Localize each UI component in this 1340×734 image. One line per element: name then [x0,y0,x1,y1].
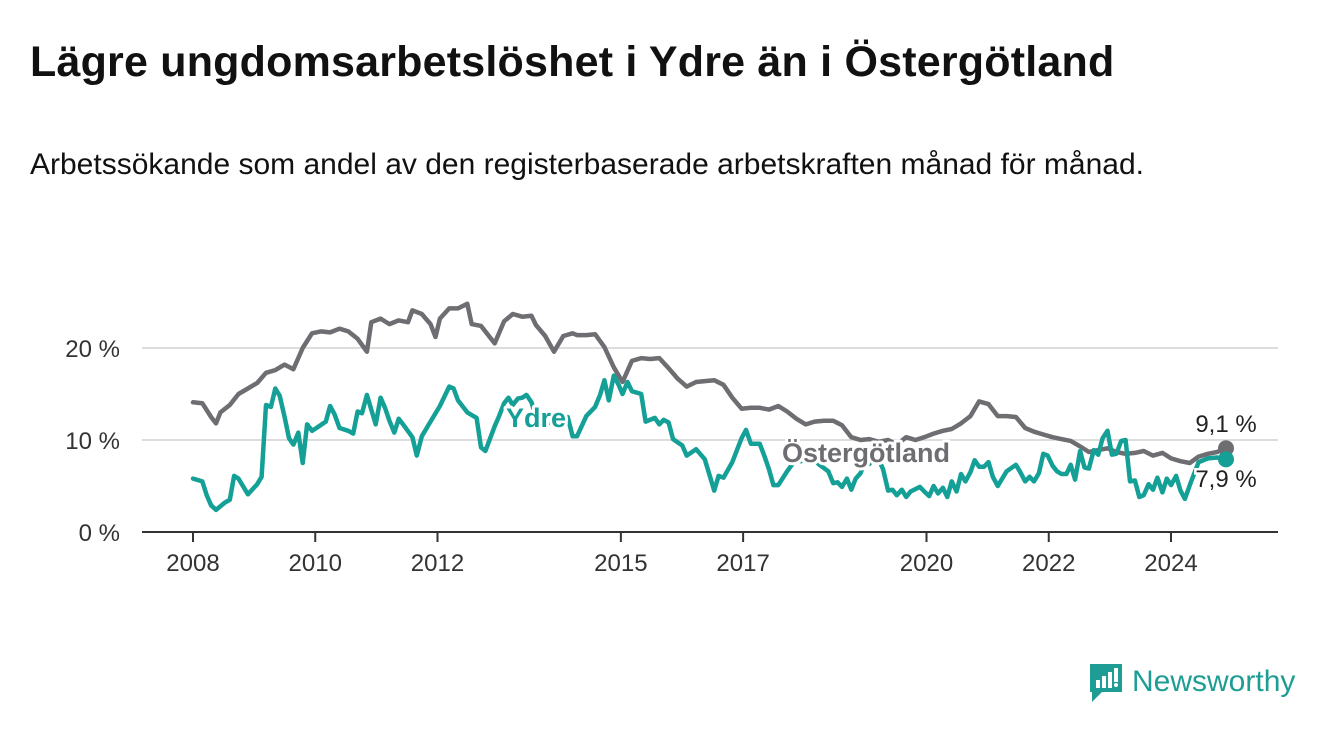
series-label-ostergotland: Östergötland [782,438,950,468]
series-end-point-ydre [1218,451,1234,468]
x-tick-label: 2022 [1022,550,1075,577]
newsworthy-icon [1090,664,1122,702]
series-line-ostergotland [190,301,1229,466]
end-value-label-ydre: 7,9 % [1195,466,1256,493]
x-tick-label: 2010 [289,550,342,577]
x-tick-label: 2020 [900,550,953,577]
label-layer: 0 % 10 % 20 % 2008 2010 2012 2015 2017 2020 2022 2… [65,336,1259,577]
x-tick-label: 2015 [594,550,647,577]
chart-subtitle: Arbetssökande som andel av den registerb… [30,148,1144,181]
y-tick-label: 20 % [65,336,120,363]
x-tick-label: 2017 [716,550,769,577]
brand-logo: Newsworthy [1088,660,1295,704]
series-line-ydre [190,373,1229,513]
page-title: Lägre ungdomsarbetslöshet i Ydre än i Ös… [30,38,1115,86]
series-label-ydre: Ydre [506,403,566,433]
y-tick-label: 0 % [79,520,120,547]
end-value-label-ostergotland: 9,1 % [1195,411,1256,438]
series-end-point-ostergotland [1218,440,1234,457]
grid-layer [142,347,1278,542]
x-tick-label: 2012 [411,550,464,577]
series-layer [190,301,1234,513]
x-tick-label: 2024 [1144,550,1197,577]
brand-name: Newsworthy [1132,665,1296,698]
x-tick-label: 2008 [166,550,219,577]
y-tick-label: 10 % [65,428,120,455]
